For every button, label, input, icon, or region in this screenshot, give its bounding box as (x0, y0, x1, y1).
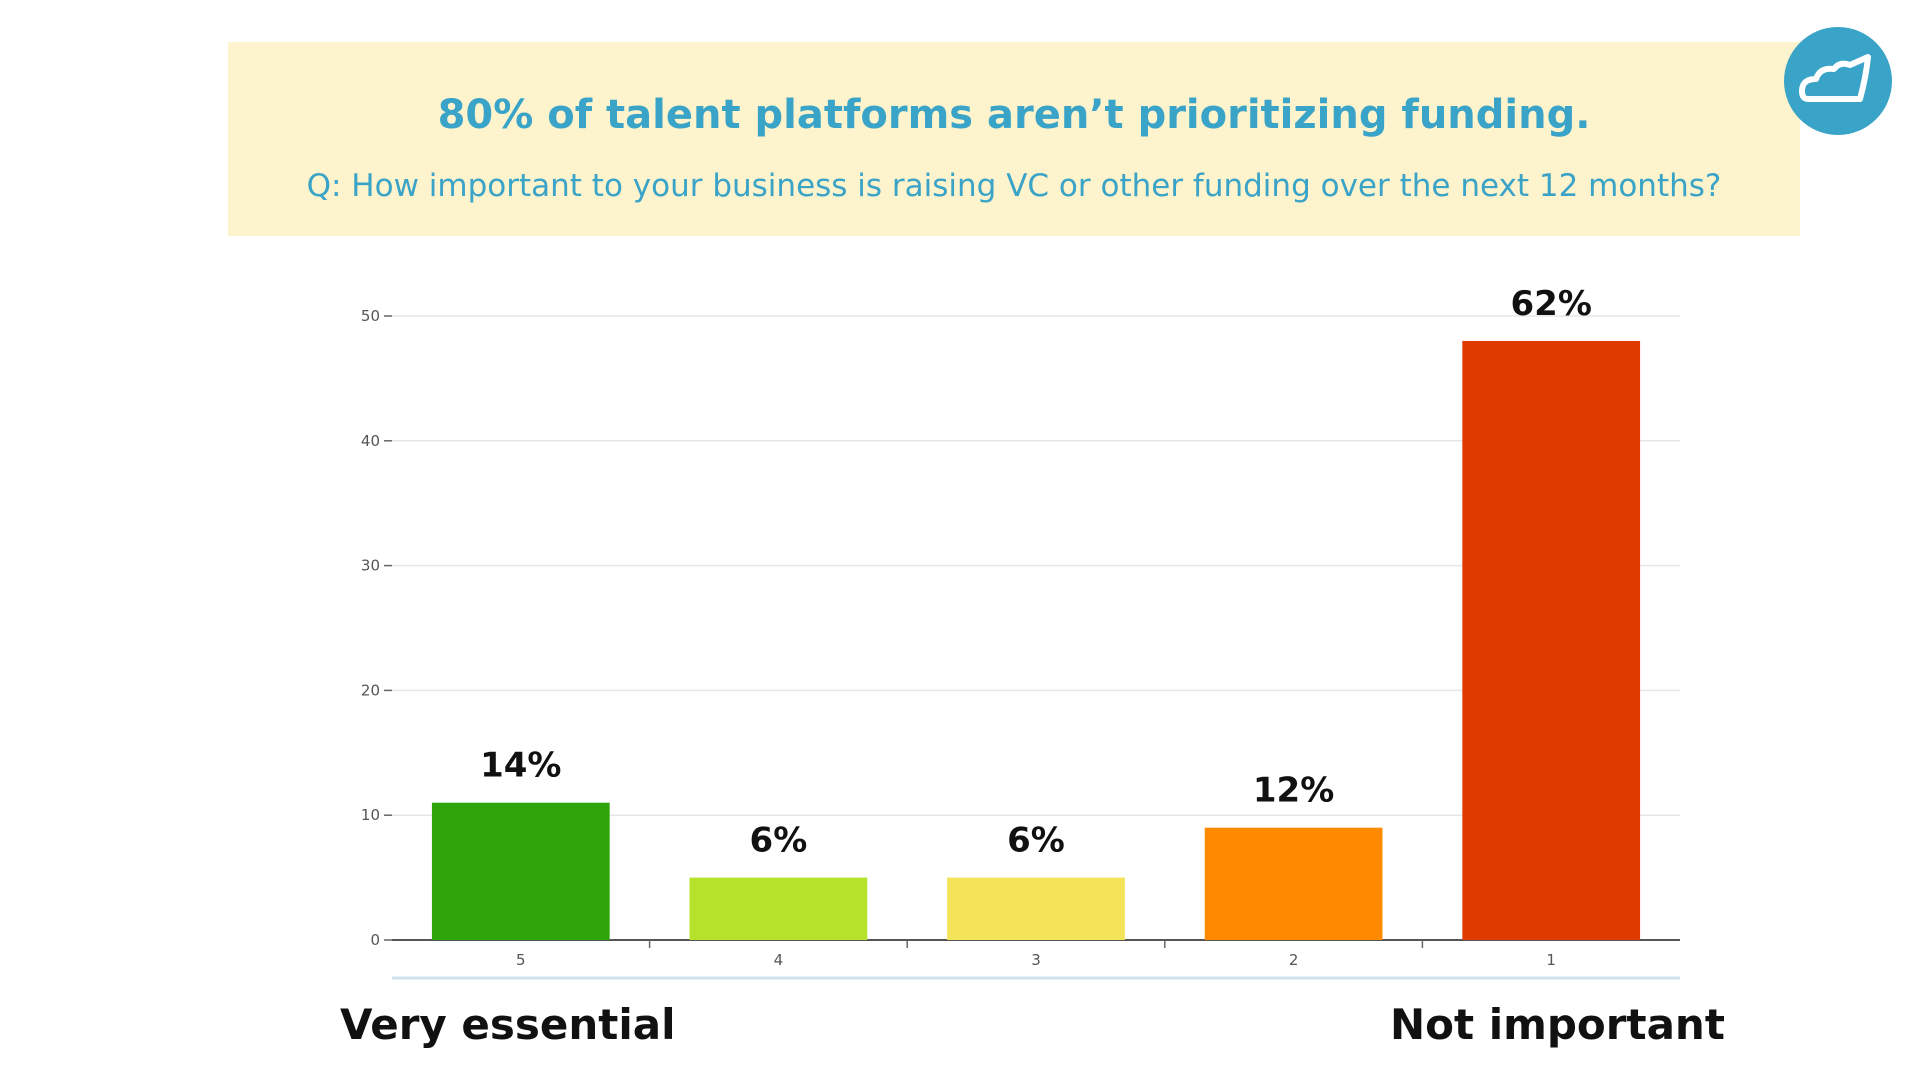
data-label: 6% (750, 821, 808, 861)
x-tick-label: 4 (774, 951, 784, 969)
y-tick-label: 0 (370, 931, 380, 949)
y-tick-label: 30 (361, 557, 380, 575)
logo-cloud-shape (1799, 54, 1871, 102)
logo-circle (1784, 27, 1892, 135)
chart-title: 80% of talent platforms aren’t prioritiz… (437, 92, 1591, 138)
x-tick-label: 2 (1289, 951, 1299, 969)
bar-3 (947, 877, 1125, 940)
x-tick-label: 3 (1031, 951, 1041, 969)
x-tick-label: 1 (1546, 951, 1556, 969)
bars-layer (431, 340, 1641, 941)
chart-subtitle: Q: How important to your business is rai… (306, 168, 1722, 204)
cloud-icon (1784, 27, 1892, 135)
data-label: 14% (480, 746, 561, 786)
bar-4 (689, 877, 868, 940)
bar-5 (431, 802, 610, 940)
x-tick-label: 5 (516, 951, 526, 969)
y-tick-label: 20 (361, 681, 380, 699)
scale-label-right: Not important (1390, 1000, 1725, 1049)
y-tick-label: 40 (361, 432, 380, 450)
y-tick-label: 50 (361, 307, 380, 325)
scale-label-left: Very essential (340, 1000, 676, 1049)
bar-2 (1204, 827, 1383, 940)
y-tick-label: 10 (361, 806, 380, 824)
labels-layer: 0 10 20 30 40 50 5 14% 4 6% 3 6% 2 12% 1 62% (361, 284, 1592, 969)
header-banner (228, 42, 1800, 236)
data-label: 6% (1007, 821, 1065, 861)
data-label: 12% (1253, 771, 1334, 811)
data-label: 62% (1511, 284, 1592, 324)
bar-1 (1462, 340, 1641, 941)
